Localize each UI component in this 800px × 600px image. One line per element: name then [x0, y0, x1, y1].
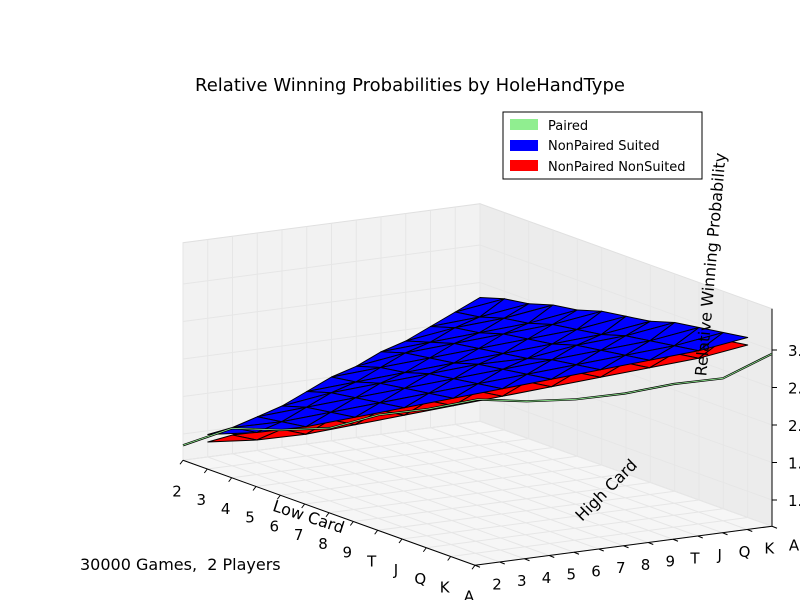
y-tick-mark	[672, 538, 679, 542]
legend-swatch-paired	[510, 119, 538, 130]
y-tick-label: K	[764, 540, 775, 558]
nonsuited-facet	[599, 362, 650, 378]
y-tick-label: 6	[591, 562, 601, 580]
grid-line	[455, 424, 748, 530]
nonsuited-facet	[501, 381, 552, 397]
players-count: 2 Players	[207, 555, 281, 574]
footer-caption: 30000 Games, 2 Players	[80, 555, 281, 574]
nonsuited-facet	[698, 339, 749, 359]
x-tick-label: 3	[197, 491, 207, 509]
games-count: 30000 Games,	[80, 555, 198, 574]
y-tick-mark	[648, 542, 654, 545]
z-tick-label: 2.5	[788, 380, 800, 398]
chart-title: Relative Winning Probabilities by HoleHa…	[195, 75, 625, 96]
y-tick-mark	[524, 558, 530, 562]
x-tick-mark	[374, 529, 379, 535]
x-tick-label: J	[393, 561, 398, 579]
x-tick-label: 8	[318, 535, 328, 553]
nonsuited-facet	[207, 434, 258, 443]
grid-line	[430, 427, 723, 534]
legend-swatch-suited	[510, 140, 538, 151]
x-tick-mark	[179, 459, 184, 465]
suited-facet	[403, 392, 454, 409]
y-tick-label: 5	[566, 566, 576, 584]
y-tick-mark	[747, 529, 753, 532]
grid-line	[182, 282, 481, 322]
x-tick-mark	[471, 564, 476, 570]
suited-facet	[550, 364, 601, 380]
y-tick-label: 7	[616, 559, 626, 577]
y-tick-label: T	[689, 549, 700, 567]
suited-facet	[354, 402, 405, 418]
surfaces	[182, 297, 773, 447]
paired-line-highlight	[182, 353, 773, 446]
y-tick-mark	[499, 561, 505, 565]
z-tick-label: 2.0	[788, 417, 800, 435]
legend: Paired NonPaired Suited NonPaired NonSui…	[502, 111, 703, 180]
y-tick-mark	[474, 564, 481, 568]
nonsuited-facet	[256, 428, 307, 441]
suited-facet	[698, 332, 749, 352]
x-tick-mark	[228, 477, 233, 483]
y-tick-mark	[573, 551, 580, 555]
y-tick-mark	[623, 545, 629, 549]
y-tick-label: A	[789, 536, 800, 554]
y-tick-label: 4	[542, 569, 552, 587]
x-tick-label: Q	[414, 570, 426, 588]
y-tick-mark	[598, 548, 604, 552]
x-tick-label: 7	[294, 526, 304, 544]
x-tick-label: 2	[172, 482, 182, 500]
suited-facet	[599, 354, 650, 371]
x-tick-label: 5	[245, 509, 255, 527]
legend-label-suited: NonPaired Suited	[548, 139, 660, 154]
x-tick-label: 6	[270, 517, 280, 535]
y-tick-mark	[697, 535, 703, 539]
x-tick-label: A	[464, 587, 475, 600]
suited-facet	[501, 373, 552, 390]
grid-line	[479, 420, 773, 527]
y-tick-label: J	[717, 546, 722, 564]
x-tick-mark	[398, 538, 403, 544]
x-tick-label: K	[440, 579, 451, 597]
grid-line	[479, 394, 773, 501]
x-tick-mark	[252, 486, 257, 491]
suited-facet	[305, 411, 356, 428]
nonsuited-facet	[649, 352, 700, 369]
grid-line	[182, 244, 481, 285]
x-tick-mark	[349, 521, 354, 526]
y-tick-label: 3	[517, 572, 527, 590]
nonsuited-facet	[550, 371, 601, 388]
y-tick-mark	[722, 532, 728, 536]
x-tick-mark	[325, 512, 330, 518]
x-tick-mark	[422, 547, 427, 553]
z-tick-label: 1.5	[788, 455, 800, 473]
grid-line	[450, 517, 748, 557]
x-tick-label: 4	[221, 500, 231, 518]
legend-label-nonsuited: NonPaired NonSuited	[548, 160, 686, 175]
y-tick-label: 2	[492, 575, 502, 593]
suited-facet	[649, 345, 700, 361]
y-tick-label: Q	[739, 543, 751, 561]
y-tick-mark	[771, 525, 778, 529]
z-tick-label: 3.0	[788, 342, 800, 360]
x-tick-label: 9	[343, 544, 353, 562]
x-tick-mark	[447, 556, 452, 561]
x-tick-mark	[276, 494, 281, 500]
y-tick-label: 9	[665, 553, 675, 571]
x-tick-label: T	[366, 552, 377, 570]
y-tick-label: 8	[641, 556, 651, 574]
legend-label-paired: Paired	[548, 119, 588, 134]
z-tick-label: 1.0	[788, 492, 800, 510]
suited-facet	[452, 383, 503, 399]
x-tick-mark	[203, 468, 208, 474]
x-tick-mark	[301, 503, 306, 509]
legend-swatch-nonsuited	[510, 160, 538, 171]
tick-labels: 23456789TJQKA23456789TJQKA1.01.52.02.53.…	[172, 342, 800, 600]
y-tick-mark	[549, 555, 555, 558]
